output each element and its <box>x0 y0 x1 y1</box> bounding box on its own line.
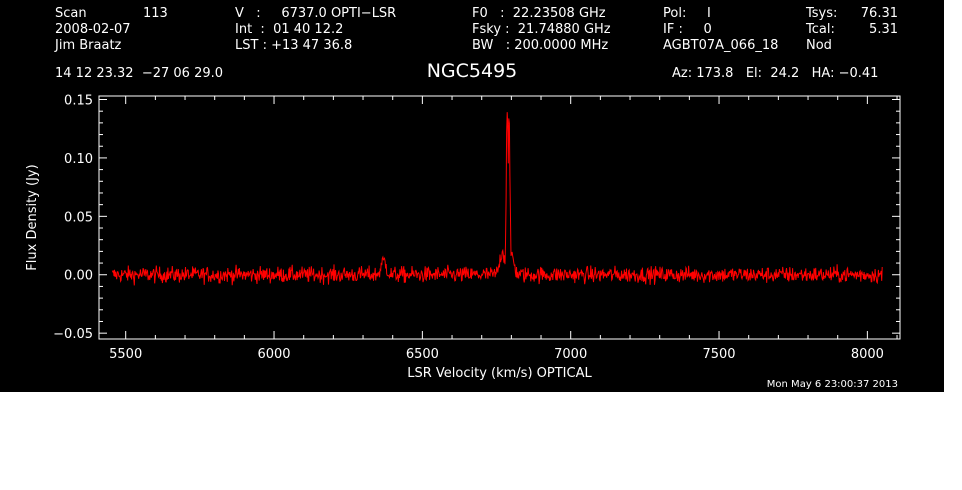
if-line: IF : 0 <box>663 22 712 37</box>
sky-frequency-line: Fsky : 21.74880 GHz <box>472 22 611 37</box>
x-tick-label: 5500 <box>109 347 142 362</box>
obs-date: 2008-02-07 <box>55 22 131 37</box>
integration-line: Int : 01 40 12.2 <box>235 22 344 37</box>
x-tick-label: 6000 <box>257 347 290 362</box>
observing-mode: Nod <box>806 38 832 53</box>
chart-title: NGC5495 <box>426 60 518 82</box>
project-id: AGBT07A_066_18 <box>663 38 779 53</box>
scan-label: Scan <box>55 6 87 21</box>
x-tick-label: 7500 <box>702 347 735 362</box>
y-tick-label: 0.10 <box>64 152 93 167</box>
lst-line: LST : +13 47 36.8 <box>235 38 353 53</box>
y-tick-label: 0.00 <box>64 269 93 284</box>
x-tick-label: 7000 <box>554 347 587 362</box>
velocity-line: V : 6737.0 OPTI−LSR <box>235 6 397 21</box>
az-el-ha: Az: 173.8 El: 24.2 HA: −0.41 <box>672 66 879 81</box>
tsys-value: 76.31 <box>860 6 898 21</box>
plot-timestamp: Mon May 6 23:00:37 2013 <box>766 379 898 390</box>
y-tick-label: 0.15 <box>64 94 93 109</box>
polarization-line: Pol: I <box>663 6 711 21</box>
scan-value: 113 <box>143 6 168 21</box>
y-axis-label: Flux Density (Jy) <box>25 164 40 270</box>
y-tick-label: −0.05 <box>53 327 93 342</box>
tsys-label: Tsys: <box>806 6 838 21</box>
tcal-label: Tcal: <box>806 22 835 37</box>
x-tick-label: 8000 <box>851 347 884 362</box>
tcal-value: 5.31 <box>869 22 898 37</box>
x-tick-label: 6500 <box>406 347 439 362</box>
rest-frequency-line: F0 : 22.23508 GHz <box>472 6 606 21</box>
source-coordinates: 14 12 23.32 −27 06 29.0 <box>55 66 224 81</box>
spectrum-plot: 5500 6000 6500 7000 7500 8000 −0.05 0.00 0.05 0.1… <box>25 94 901 381</box>
plot-frame <box>98 95 901 340</box>
x-axis-label: LSR Velocity (km/s) OPTICAL <box>407 366 592 381</box>
bandwidth-line: BW : 200.0000 MHz <box>472 38 609 53</box>
spectrum-trace <box>111 112 883 286</box>
observer-name: Jim Braatz <box>55 38 122 53</box>
y-tick-label: 0.05 <box>64 210 93 225</box>
spectrum-panel: Scan 113 2008-02-07 Jim Braatz 14 12 23.… <box>0 0 944 392</box>
